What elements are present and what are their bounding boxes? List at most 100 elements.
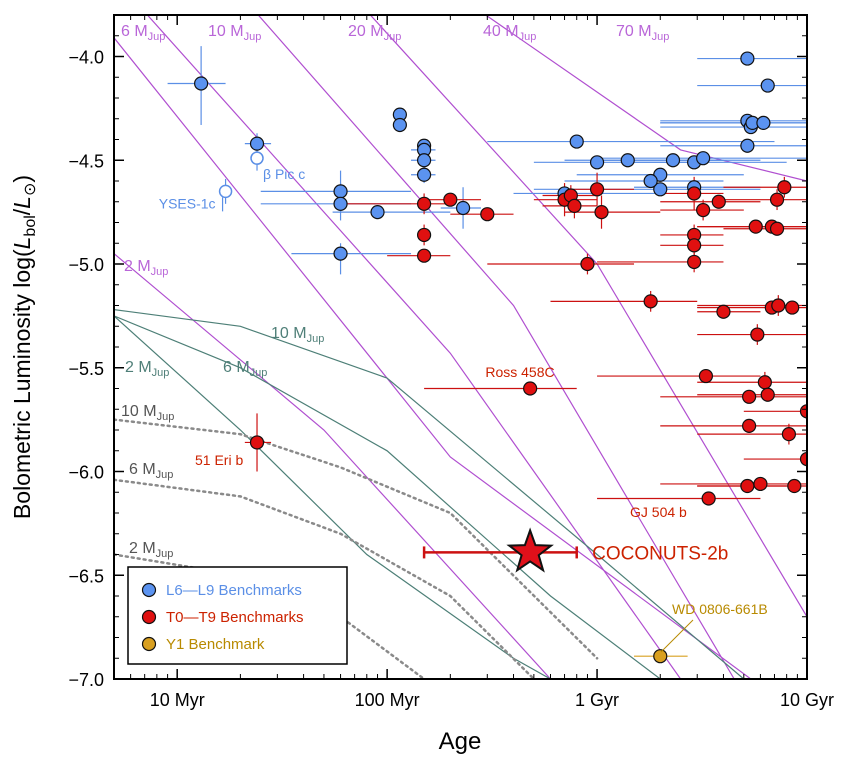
data-point xyxy=(771,298,786,313)
data-point xyxy=(769,192,785,207)
legend-label: L6—L9 Benchmarks xyxy=(166,582,302,599)
open-point-label: YSES-1c xyxy=(159,195,216,211)
purple-track-label: 40 MJup xyxy=(483,23,536,43)
open-point-label: β Pic c xyxy=(263,166,305,182)
data-point xyxy=(687,238,702,253)
y-tick-label: −4.5 xyxy=(68,151,104,171)
data-point xyxy=(750,327,765,342)
data-point xyxy=(249,435,265,450)
legend-marker xyxy=(141,609,157,625)
y-tick-label: −7.0 xyxy=(68,670,104,690)
dotted-track-line xyxy=(114,418,599,660)
point-annotation: WD 0806-661B xyxy=(672,601,768,617)
data-point xyxy=(698,368,714,384)
data-point xyxy=(416,196,432,211)
y-tick-label: −6.0 xyxy=(68,463,104,483)
data-point xyxy=(756,115,771,131)
data-point xyxy=(799,404,807,419)
data-point xyxy=(333,184,348,199)
x-axis-label: Age xyxy=(439,728,482,755)
dotted-track-label: 2 MJup xyxy=(129,540,173,560)
data-point xyxy=(711,194,726,209)
data-point xyxy=(643,294,658,309)
data-point xyxy=(589,155,605,170)
purple-track-line xyxy=(257,15,735,679)
legend-box xyxy=(127,566,348,665)
teal-track-line xyxy=(114,315,551,679)
data-point xyxy=(701,491,716,506)
data-point xyxy=(740,138,755,153)
data-point xyxy=(194,76,209,91)
purple-track-line xyxy=(369,15,807,618)
data-point xyxy=(760,78,775,93)
point-annotation: Ross 458C xyxy=(485,364,554,380)
purple-track-label: 6 MJup xyxy=(121,23,165,43)
data-point xyxy=(443,192,458,207)
y-tick-label: −5.5 xyxy=(68,359,104,379)
dotted-track-line xyxy=(114,478,536,679)
purple-track-line xyxy=(484,15,807,182)
data-point xyxy=(580,256,595,272)
data-point xyxy=(785,300,800,315)
data-point xyxy=(249,136,265,151)
point-annotation: GJ 504 b xyxy=(630,504,687,520)
data-markers xyxy=(194,51,807,664)
data-point xyxy=(455,200,471,216)
y-axis-label: Bolometric Luminosity log(Lbol/L⊙) xyxy=(9,175,39,519)
data-point xyxy=(569,134,584,149)
x-tick-label: 10 Gyr xyxy=(780,690,834,710)
purple-track-label: 70 MJup xyxy=(616,23,669,43)
teal-track-line xyxy=(114,309,745,679)
data-point xyxy=(643,173,658,189)
data-point xyxy=(740,51,755,66)
purple-track-label: 10 MJup xyxy=(208,23,261,43)
data-point xyxy=(416,167,432,182)
data-point xyxy=(757,375,772,390)
data-point xyxy=(687,186,702,201)
data-point xyxy=(799,451,807,467)
data-point xyxy=(687,254,702,270)
open-data-point xyxy=(218,184,233,199)
legend-marker xyxy=(141,582,157,598)
data-point xyxy=(416,248,432,263)
data-point xyxy=(769,221,785,236)
purple-track-line xyxy=(114,253,551,679)
x-tick-label: 1 Gyr xyxy=(575,690,619,710)
data-point xyxy=(653,649,668,664)
teal-track-line xyxy=(114,315,661,679)
purple-track-label: 20 MJup xyxy=(348,23,401,43)
y-tick-label: −4.0 xyxy=(68,48,104,68)
y-tick-label: −6.5 xyxy=(68,566,104,586)
data-point xyxy=(696,202,711,218)
data-point xyxy=(523,381,538,396)
dotted-track-label: 6 MJup xyxy=(129,461,173,481)
data-point xyxy=(716,304,731,319)
annotation-pointer xyxy=(660,619,694,653)
data-point xyxy=(665,153,681,168)
data-point xyxy=(787,478,802,494)
legend-label: T0—T9 Benchmarks xyxy=(166,609,304,626)
y-tick-label: −5.0 xyxy=(68,255,104,275)
star-label: COCONUTS-2b xyxy=(592,543,728,564)
teal-track-label: 10 MJup xyxy=(271,325,324,345)
data-point xyxy=(480,207,495,222)
data-point xyxy=(416,227,432,243)
data-point xyxy=(589,182,605,197)
open-data-point xyxy=(250,151,264,165)
data-point xyxy=(333,196,348,211)
axes: −4.0 −4.5 −5.0 −5.5 −6.0 −6.5 −7.0 10 Myr 100 My… xyxy=(68,14,834,710)
point-annotation: 51 Eri b xyxy=(195,452,243,468)
evolution-tracks xyxy=(114,15,807,679)
data-point xyxy=(742,389,757,404)
x-tick-label: 100 Myr xyxy=(355,690,420,710)
data-point xyxy=(781,427,797,442)
data-point xyxy=(392,117,407,133)
x-tick-label: 10 Myr xyxy=(150,690,205,710)
data-point xyxy=(740,478,755,494)
data-point xyxy=(594,205,609,220)
data-point xyxy=(416,153,432,168)
legend-marker xyxy=(141,636,157,652)
data-point xyxy=(753,476,768,492)
data-point xyxy=(696,151,711,166)
data-point xyxy=(748,219,763,234)
